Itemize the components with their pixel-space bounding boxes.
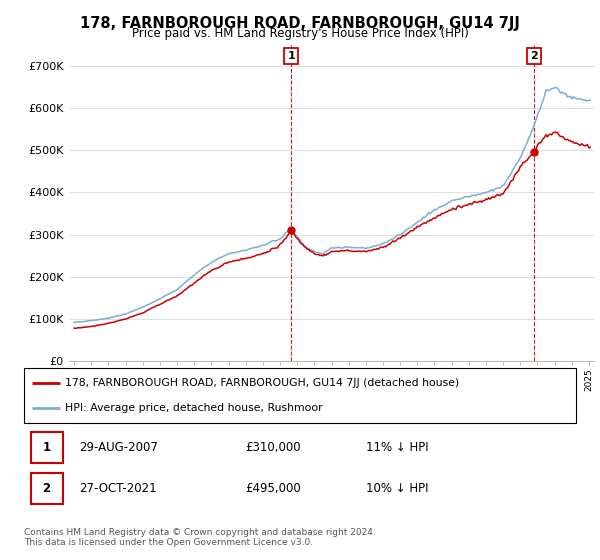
Text: 178, FARNBOROUGH ROAD, FARNBOROUGH, GU14 7JJ (detached house): 178, FARNBOROUGH ROAD, FARNBOROUGH, GU14… (65, 378, 460, 388)
Text: 10% ↓ HPI: 10% ↓ HPI (366, 482, 429, 495)
Text: Price paid vs. HM Land Registry's House Price Index (HPI): Price paid vs. HM Land Registry's House … (131, 27, 469, 40)
Text: 178, FARNBOROUGH ROAD, FARNBOROUGH, GU14 7JJ: 178, FARNBOROUGH ROAD, FARNBOROUGH, GU14… (80, 16, 520, 31)
Text: 11% ↓ HPI: 11% ↓ HPI (366, 441, 429, 454)
Text: £310,000: £310,000 (245, 441, 301, 454)
Text: 1: 1 (287, 51, 295, 61)
Text: 29-AUG-2007: 29-AUG-2007 (79, 441, 158, 454)
Text: 1: 1 (43, 441, 50, 454)
FancyBboxPatch shape (31, 432, 62, 463)
Text: 2: 2 (43, 482, 50, 495)
Text: HPI: Average price, detached house, Rushmoor: HPI: Average price, detached house, Rush… (65, 403, 323, 413)
Text: 2: 2 (530, 51, 538, 61)
Text: £495,000: £495,000 (245, 482, 301, 495)
FancyBboxPatch shape (31, 473, 62, 504)
Text: 27-OCT-2021: 27-OCT-2021 (79, 482, 157, 495)
Text: Contains HM Land Registry data © Crown copyright and database right 2024.
This d: Contains HM Land Registry data © Crown c… (24, 528, 376, 547)
FancyBboxPatch shape (24, 368, 576, 423)
